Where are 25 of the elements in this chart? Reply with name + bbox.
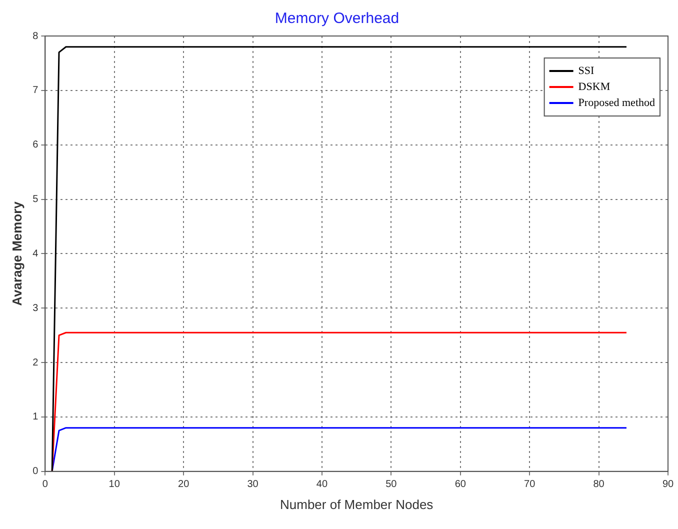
y-tick-label: 2 [32, 357, 39, 368]
x-tick-label: 70 [524, 479, 536, 490]
y-tick-label: 1 [32, 412, 39, 423]
y-tick-label: 0 [32, 466, 39, 478]
x-tick-label: 30 [247, 479, 259, 490]
y-tick-label: 3 [32, 302, 39, 314]
x-axis-title: Number of Member Nodes [280, 496, 434, 512]
y-axis-title: Avarage Memory [9, 200, 24, 306]
chart-title: Memory Overhead [274, 10, 400, 28]
y-tick-label: 5 [32, 194, 39, 206]
x-tick-label: 50 [386, 479, 398, 490]
x-tick-label: 20 [178, 479, 190, 490]
legend-label: DSKM [578, 80, 610, 93]
legend-label: SSI [578, 64, 595, 77]
legend-label: Proposed method [578, 96, 656, 109]
x-tick-label: 40 [316, 479, 328, 490]
x-tick-label: 10 [108, 479, 120, 490]
y-tick-label: 8 [32, 30, 39, 42]
y-tick-label: 4 [32, 248, 39, 260]
y-tick-label: 7 [32, 85, 39, 96]
x-tick-label: 90 [662, 479, 674, 490]
y-tick-label: 6 [32, 140, 39, 151]
x-tick-label: 60 [454, 479, 466, 490]
x-tick-label: 0 [42, 479, 48, 490]
x-tick-label: 80 [593, 479, 605, 490]
